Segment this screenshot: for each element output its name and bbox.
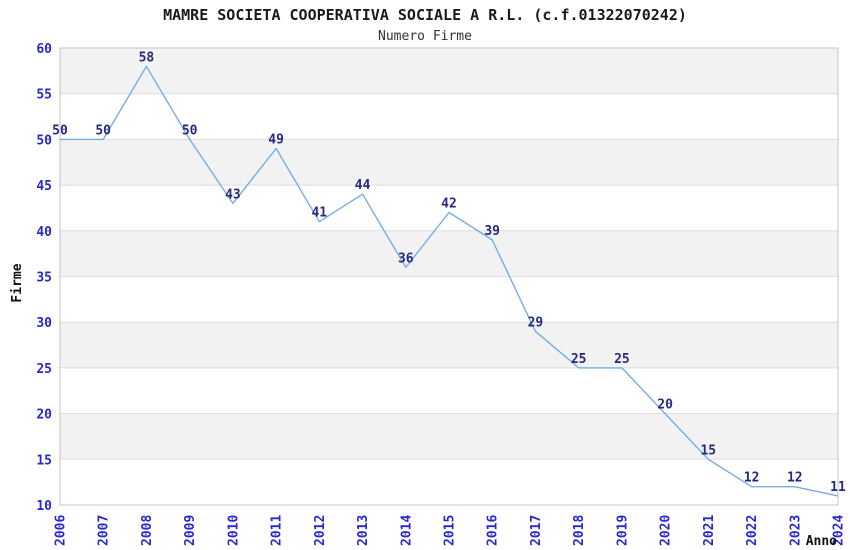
x-tick-label: 2022 bbox=[745, 515, 760, 546]
plot-band bbox=[60, 413, 838, 460]
data-label: 12 bbox=[787, 471, 803, 486]
data-label: 15 bbox=[700, 443, 716, 458]
plot-band bbox=[60, 139, 838, 186]
series-line bbox=[60, 65, 839, 497]
data-labels: 50 50 58 50 43 49 41 44 36 42 39 29 25 25 20 15 12 12 11 bbox=[52, 50, 846, 495]
x-tick-label: 2019 bbox=[615, 515, 630, 546]
x-tick-label: 2008 bbox=[140, 515, 155, 546]
data-label: 50 bbox=[52, 123, 68, 138]
data-label: 25 bbox=[571, 352, 587, 367]
plot-border bbox=[59, 47, 839, 506]
data-label: 49 bbox=[268, 133, 284, 148]
x-tick-label: 2007 bbox=[97, 515, 112, 546]
y-tick-label: 20 bbox=[36, 408, 52, 423]
y-tick-label: 10 bbox=[36, 499, 52, 514]
x-axis-title: Anno bbox=[806, 534, 837, 549]
y-tick-label: 15 bbox=[36, 453, 52, 468]
data-label: 50 bbox=[95, 123, 111, 138]
x-tick-label: 2021 bbox=[702, 515, 717, 546]
x-tick-label: 2012 bbox=[313, 515, 328, 546]
data-label: 20 bbox=[657, 398, 673, 413]
plot-band bbox=[60, 48, 838, 94]
series-layer bbox=[60, 65, 839, 497]
x-tick-label: 2015 bbox=[443, 515, 458, 546]
data-label: 42 bbox=[441, 197, 457, 212]
y-axis-tick-labels: 10 15 20 25 30 35 40 45 50 55 60 bbox=[36, 42, 52, 514]
x-tick-label: 2013 bbox=[356, 515, 371, 546]
plot-border-rect bbox=[59, 47, 839, 506]
x-tick-label: 2024 bbox=[832, 515, 847, 546]
x-tick-label: 2016 bbox=[486, 515, 501, 546]
data-label: 44 bbox=[355, 178, 371, 193]
chart-subtitle: Numero Firme bbox=[378, 29, 472, 44]
y-tick-label: 55 bbox=[36, 88, 52, 103]
x-tick-label: 2009 bbox=[183, 515, 198, 546]
data-label: 25 bbox=[614, 352, 630, 367]
plot-bands bbox=[60, 48, 838, 460]
data-label: 11 bbox=[830, 480, 846, 495]
x-tick-label: 2023 bbox=[788, 515, 803, 546]
y-axis-title: Firme bbox=[10, 263, 25, 302]
data-label: 41 bbox=[311, 206, 327, 221]
y-tick-label: 45 bbox=[36, 179, 52, 194]
x-tick-label: 2006 bbox=[54, 515, 69, 546]
x-tick-label: 2010 bbox=[226, 515, 241, 546]
data-label: 43 bbox=[225, 187, 241, 202]
y-tick-label: 40 bbox=[36, 225, 52, 240]
data-label: 50 bbox=[182, 123, 198, 138]
data-label: 29 bbox=[528, 315, 544, 330]
x-tick-label: 2011 bbox=[270, 515, 285, 546]
x-axis-tick-labels: 2006 2007 2008 2009 2010 2011 2012 2013 2014 2015… bbox=[54, 515, 847, 546]
y-tick-label: 60 bbox=[36, 42, 52, 57]
data-label: 39 bbox=[484, 224, 500, 239]
y-tick-label: 30 bbox=[36, 316, 52, 331]
data-label: 36 bbox=[398, 251, 414, 266]
x-tick-label: 2018 bbox=[572, 515, 587, 546]
plot-band bbox=[60, 322, 838, 368]
y-tick-label: 50 bbox=[36, 133, 52, 148]
x-tick-label: 2017 bbox=[529, 515, 544, 546]
x-tick-label: 2020 bbox=[659, 515, 674, 546]
plot-band bbox=[60, 230, 838, 277]
y-tick-label: 35 bbox=[36, 271, 52, 286]
data-label: 58 bbox=[139, 50, 155, 65]
x-tick-label: 2014 bbox=[399, 515, 414, 546]
y-tick-label: 25 bbox=[36, 362, 52, 377]
data-label: 12 bbox=[744, 471, 760, 486]
chart-title: MAMRE SOCIETA COOPERATIVA SOCIALE A R.L.… bbox=[163, 6, 687, 24]
